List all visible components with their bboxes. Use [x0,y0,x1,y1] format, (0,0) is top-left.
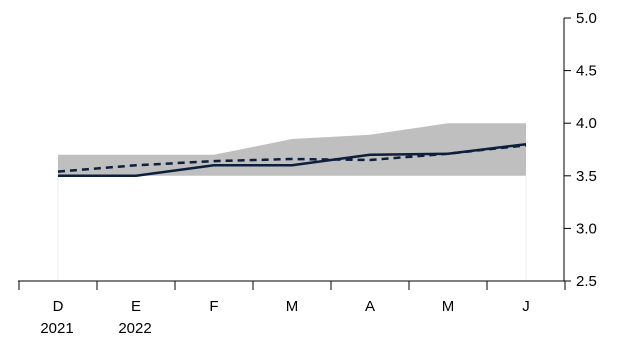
y-tick-label: 3.0 [576,220,597,237]
x-tick-year-label: 2022 [118,320,151,337]
x-tick-label: J [522,298,530,315]
y-tick-label: 4.5 [576,63,597,80]
y-tick-label: 4.0 [576,115,597,132]
x-tick-label: F [209,298,218,315]
x-tick-label: M [442,298,455,315]
x-tick-label: E [131,298,141,315]
y-tick-label: 5.0 [576,10,597,27]
x-tick-label: A [365,298,375,315]
y-tick-label: 3.5 [576,168,597,185]
y-tick-label: 2.5 [576,273,597,290]
range-band [58,123,526,176]
series-line-dashed [57,144,527,173]
x-tick-label: M [286,298,299,315]
x-tick-year-label: 2021 [40,320,73,337]
x-tick-label: D [53,298,64,315]
